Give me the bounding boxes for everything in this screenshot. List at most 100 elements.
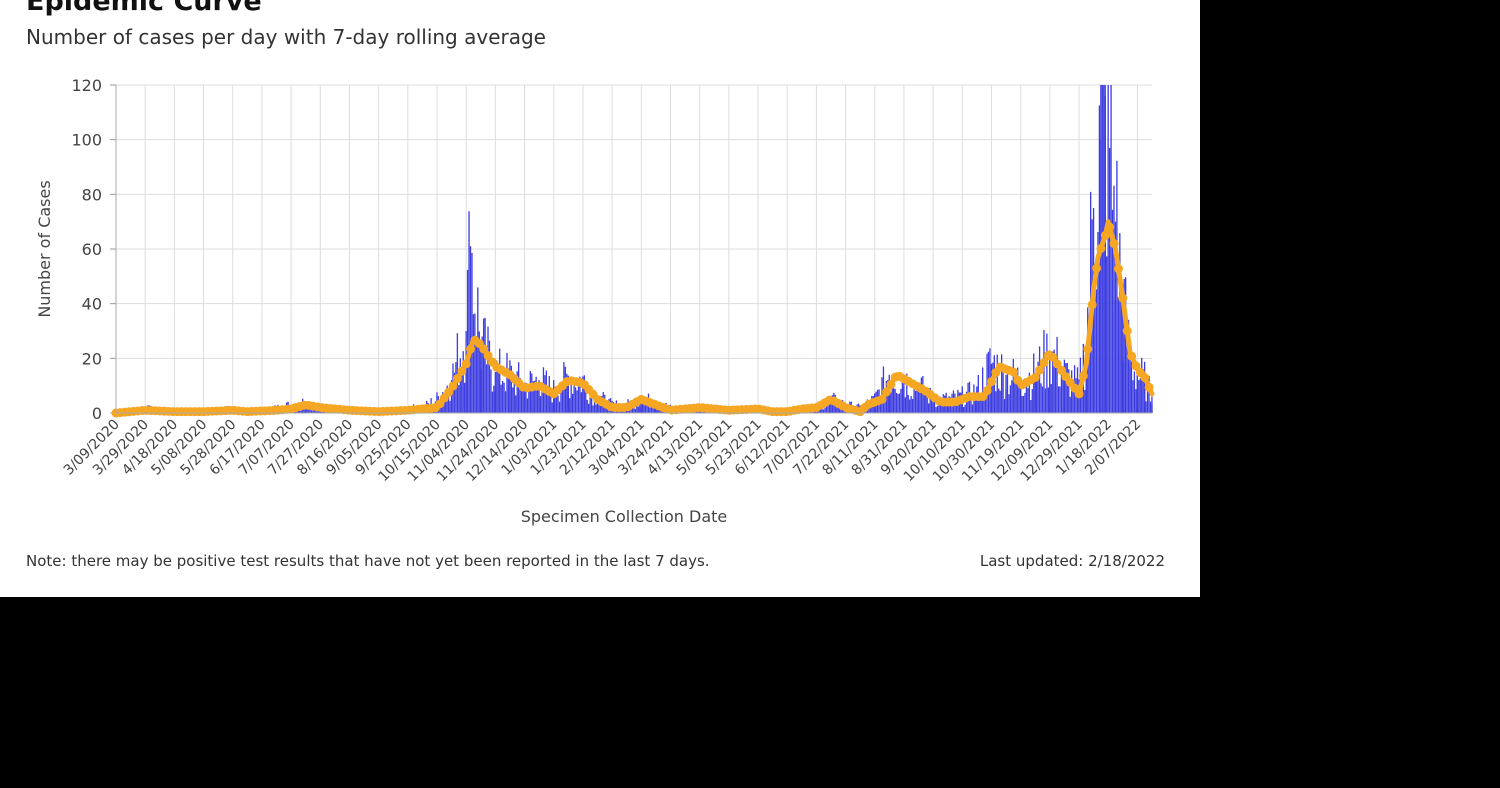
reporting-note: Note: there may be positive test results… [26,552,710,570]
case-bar [456,333,459,413]
case-bar [588,403,590,413]
case-bar [895,392,898,413]
case-bar [558,401,561,413]
case-bar [1114,221,1117,413]
case-bar [481,336,483,413]
average-point [1035,365,1045,375]
case-bar [513,374,515,413]
case-bar [650,403,653,413]
average-point [1105,222,1115,232]
case-bar [658,408,660,413]
case-bar [932,399,934,413]
case-bar [539,396,542,413]
case-bar [1095,289,1098,413]
case-bar [869,404,871,413]
y-tick-label: 120 [71,76,102,95]
case-bar [898,393,901,413]
y-tick-label: 20 [82,349,102,368]
case-bar [974,397,977,413]
case-bar [887,379,889,413]
case-bar [903,380,905,413]
case-bar [894,388,896,413]
case-bar [1084,390,1086,413]
average-point [1140,372,1150,382]
case-bar [1129,358,1131,413]
case-bar [1127,319,1130,413]
case-bar [1059,386,1061,413]
case-bar [303,407,305,413]
case-bar [468,211,470,413]
case-bar [1135,389,1137,413]
case-bar [599,399,602,413]
case-bar [1005,374,1007,413]
case-bar [443,397,445,413]
case-bar [983,394,985,413]
case-bar [525,382,527,413]
chart-subtitle: Number of cases per day with 7-day rolli… [26,25,546,49]
case-bar [1106,256,1108,413]
case-bar [1110,85,1112,413]
case-bar [1068,369,1070,413]
case-bar [576,390,578,413]
case-bar [963,406,965,413]
case-bar [490,369,492,413]
case-bar [515,395,517,413]
average-point [448,381,458,391]
case-bar [1122,303,1124,413]
case-bar [992,362,994,413]
case-bar [890,392,892,413]
case-bar [922,376,924,413]
case-bar [961,396,963,413]
y-tick-label: 40 [82,295,102,314]
case-bar [512,387,514,413]
case-bar [1138,380,1140,413]
case-bar [1100,139,1102,413]
case-bar [929,387,931,413]
average-point [1083,344,1093,354]
case-bar [523,385,526,413]
case-bar [837,406,839,413]
case-bar [1019,380,1022,413]
case-bar [554,394,556,413]
case-bar [506,352,508,413]
case-bar [1066,363,1068,413]
case-bar [1125,277,1127,413]
case-bar [306,409,308,413]
case-bar [933,399,936,413]
case-bar [1035,377,1038,413]
average-point [1113,264,1123,274]
case-bar [461,369,463,413]
case-bar [560,389,562,413]
case-bar [497,367,499,413]
case-bar [1024,392,1026,413]
case-bar [544,375,546,413]
case-bar [309,408,311,413]
case-bar [532,381,534,413]
case-bar [1049,352,1051,413]
case-bar [574,387,577,413]
case-bar [573,379,575,413]
case-bar [1000,354,1003,413]
case-bar [904,397,906,413]
case-bar [1139,378,1141,413]
case-bar [1027,388,1029,413]
case-bar [1148,375,1150,413]
average-point [461,359,471,369]
case-bar [566,373,568,413]
case-bar [1021,395,1023,413]
average-point [444,387,454,397]
case-bar [919,383,921,413]
case-bar [1143,380,1146,413]
case-bar [636,404,638,413]
case-bar [1071,370,1073,413]
case-bar [561,388,564,413]
case-bar [531,373,533,413]
case-bar [605,406,607,413]
case-bar [879,403,882,413]
case-bar [450,380,453,413]
case-bar [634,408,637,413]
case-bar [1072,390,1074,413]
case-bar [526,398,529,413]
case-bar [529,370,531,413]
average-point [1048,352,1058,362]
